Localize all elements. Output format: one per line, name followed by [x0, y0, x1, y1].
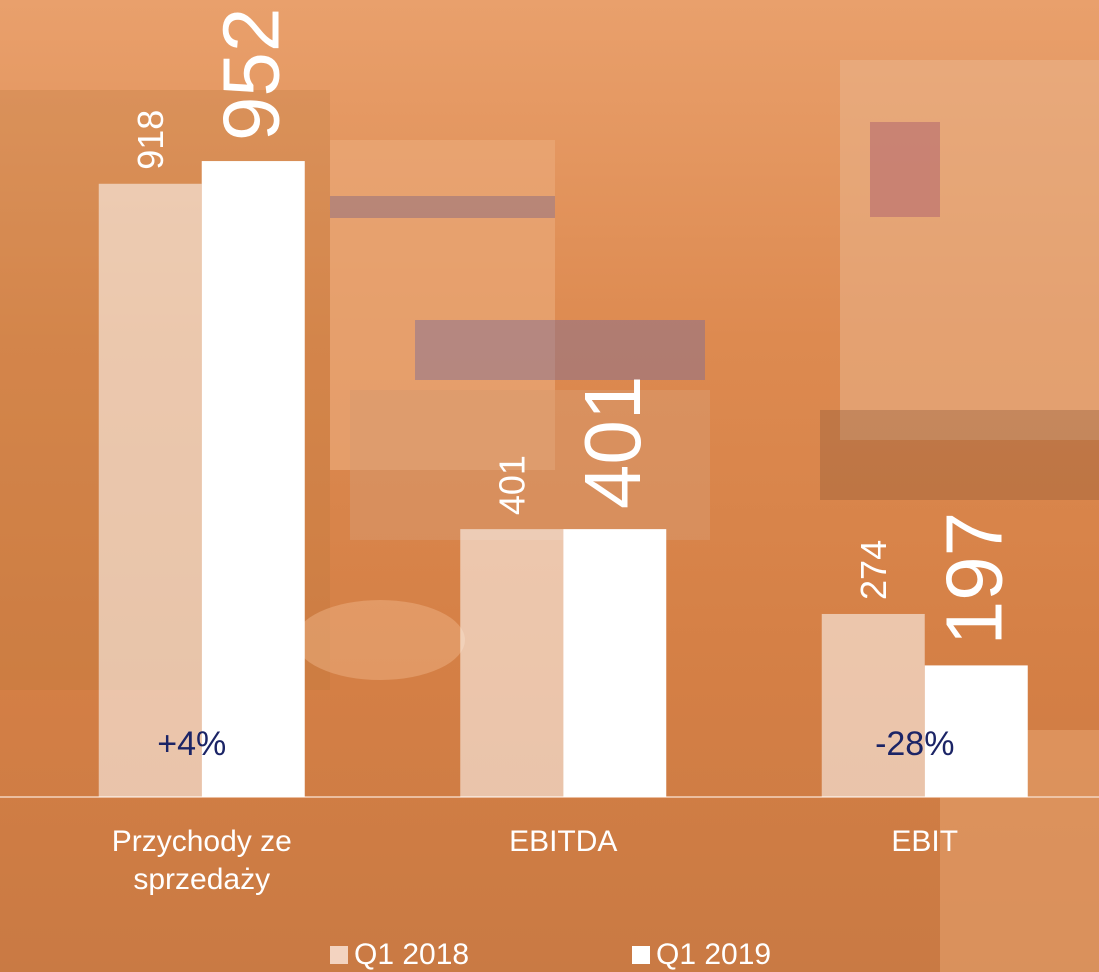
- bar: [202, 161, 305, 797]
- x-tick-label: EBITDA: [433, 823, 693, 861]
- bar: [460, 529, 563, 797]
- legend-item: Q1 2019: [632, 938, 771, 972]
- change-label: -28%: [875, 725, 954, 763]
- x-tick-label: EBIT: [795, 823, 1055, 861]
- legend-swatch: [330, 946, 348, 964]
- value-label: 401: [568, 376, 657, 509]
- bar: [563, 529, 666, 797]
- value-label: 952: [206, 8, 295, 141]
- value-label: 197: [929, 512, 1018, 645]
- change-label: +4%: [157, 725, 226, 763]
- bar: [99, 184, 202, 797]
- chart: 918 952 +4% 401 401 274 197 -28% Przychody ze s…: [0, 0, 1099, 972]
- legend-label: Q1 2019: [656, 938, 771, 972]
- value-label: 401: [491, 455, 532, 515]
- bar: [822, 614, 925, 797]
- value-label: 274: [853, 540, 894, 600]
- x-tick-label: Przychody ze sprzedaży: [72, 823, 332, 899]
- legend-label: Q1 2018: [354, 938, 469, 972]
- value-label: 918: [130, 110, 171, 170]
- legend-item: Q1 2018: [330, 938, 469, 972]
- legend-swatch: [632, 946, 650, 964]
